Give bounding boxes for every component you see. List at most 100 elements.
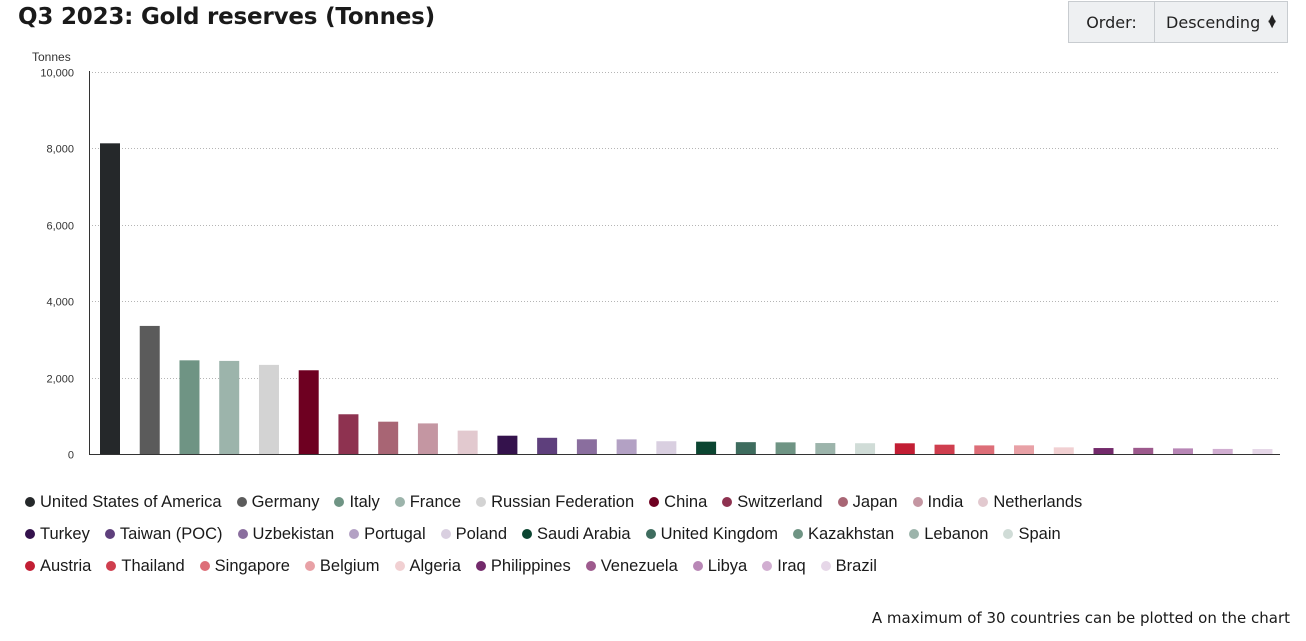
bar-iraq[interactable] bbox=[1212, 448, 1233, 454]
legend-label: Brazil bbox=[835, 556, 877, 575]
legend-item[interactable]: Belgium bbox=[304, 557, 380, 576]
legend-item[interactable]: Libya bbox=[692, 557, 747, 576]
legend-label: Philippines bbox=[490, 556, 571, 575]
legend-label: Uzbekistan bbox=[252, 524, 335, 543]
legend-label: Japan bbox=[852, 492, 898, 511]
legend-label: Algeria bbox=[409, 556, 461, 575]
legend-swatch bbox=[837, 497, 848, 507]
legend-item[interactable]: France bbox=[394, 493, 461, 512]
bar-netherlands[interactable] bbox=[457, 430, 478, 454]
legend-label: Russian Federation bbox=[491, 492, 635, 511]
bar-spain[interactable] bbox=[855, 443, 876, 454]
legend-swatch bbox=[475, 561, 486, 571]
bar-saudi-arabia[interactable] bbox=[696, 441, 717, 454]
legend-item[interactable]: Singapore bbox=[199, 556, 290, 576]
bar-germany[interactable] bbox=[139, 325, 160, 454]
bar-russian-federation[interactable] bbox=[258, 364, 279, 454]
legend-item[interactable]: Spain bbox=[1003, 525, 1061, 544]
order-select[interactable]: Descending ▲ ▼ bbox=[1155, 2, 1287, 42]
bar-united-states-of-america[interactable] bbox=[100, 143, 120, 454]
y-axis-title: Tonnes bbox=[32, 50, 71, 64]
bar-switzerland[interactable] bbox=[338, 414, 359, 454]
legend: United States of America Germany Italy Fran… bbox=[25, 486, 1295, 582]
bar-uzbekistan[interactable] bbox=[576, 439, 597, 454]
legend-row: United States of America Germany Italy Fran… bbox=[25, 486, 1295, 518]
legend-item[interactable]: Italy bbox=[334, 492, 380, 512]
legend-item[interactable]: Philippines bbox=[475, 556, 571, 576]
legend-item[interactable]: Venezuela bbox=[585, 557, 678, 576]
order-label: Order: bbox=[1069, 2, 1155, 42]
bar-taiwan-poc[interactable] bbox=[537, 437, 558, 454]
legend-label: Singapore bbox=[214, 556, 290, 575]
bar-venezuela[interactable] bbox=[1133, 447, 1154, 454]
y-tick-label: 10,000 bbox=[40, 68, 74, 80]
legend-item[interactable]: Switzerland bbox=[722, 492, 823, 512]
legend-swatch bbox=[692, 561, 703, 571]
legend-swatch bbox=[349, 529, 360, 539]
bar-thailand[interactable] bbox=[934, 444, 955, 454]
bar-austria[interactable] bbox=[894, 443, 915, 454]
bar-japan[interactable] bbox=[378, 421, 399, 454]
legend-item[interactable]: Portugal bbox=[349, 524, 426, 544]
legend-item[interactable]: Algeria bbox=[394, 556, 461, 576]
y-tick-label: 8,000 bbox=[46, 144, 74, 156]
bar-libya[interactable] bbox=[1172, 448, 1193, 454]
legend-label: China bbox=[664, 492, 708, 511]
legend-item[interactable]: Saudi Arabia bbox=[522, 525, 631, 544]
legend-swatch bbox=[912, 497, 923, 507]
bar-poland[interactable] bbox=[656, 441, 677, 454]
legend-item[interactable]: Brazil bbox=[820, 556, 877, 576]
chart-footnote: A maximum of 30 countries can be plotted… bbox=[871, 609, 1290, 627]
order-control: Order: Descending ▲ ▼ bbox=[1068, 1, 1288, 43]
legend-item[interactable]: Netherlands bbox=[978, 493, 1082, 512]
bar-lebanon[interactable] bbox=[815, 443, 836, 454]
bar-india[interactable] bbox=[417, 423, 438, 454]
legend-item[interactable]: Russian Federation bbox=[476, 493, 634, 512]
legend-label: Portugal bbox=[364, 524, 426, 543]
legend-item[interactable]: United States of America bbox=[25, 493, 222, 512]
legend-item[interactable]: Uzbekistan bbox=[237, 524, 335, 544]
legend-swatch bbox=[304, 561, 315, 571]
legend-item[interactable]: Germany bbox=[236, 493, 319, 512]
y-tick-label: 4,000 bbox=[46, 297, 74, 309]
legend-label: Taiwan (POC) bbox=[119, 524, 223, 543]
legend-swatch bbox=[909, 529, 920, 539]
y-axis-ticks: 0 2,000 4,000 6,000 8,000 10,000 bbox=[40, 68, 74, 462]
legend-item[interactable]: China bbox=[649, 493, 707, 512]
legend-label: Netherlands bbox=[993, 492, 1083, 511]
legend-item[interactable]: Japan bbox=[837, 492, 898, 512]
legend-item[interactable]: Poland bbox=[440, 525, 507, 544]
bar-china[interactable] bbox=[298, 370, 319, 454]
y-tick-label: 6,000 bbox=[46, 221, 74, 233]
legend-item[interactable]: Thailand bbox=[106, 557, 185, 576]
legend-item[interactable]: Austria bbox=[25, 557, 91, 576]
legend-label: Switzerland bbox=[737, 492, 823, 511]
legend-swatch bbox=[334, 497, 345, 507]
bar-brazil[interactable] bbox=[1252, 449, 1273, 454]
bar-kazakhstan[interactable] bbox=[775, 442, 796, 454]
legend-swatch bbox=[25, 561, 35, 571]
bar-portugal[interactable] bbox=[616, 439, 637, 454]
legend-item[interactable]: India bbox=[912, 493, 963, 512]
legend-item[interactable]: Kazakhstan bbox=[793, 525, 894, 544]
bar-turkey[interactable] bbox=[497, 435, 518, 454]
bar-belgium[interactable] bbox=[1014, 445, 1035, 454]
legend-label: Italy bbox=[349, 492, 380, 511]
legend-item[interactable]: Turkey bbox=[25, 525, 90, 544]
legend-swatch bbox=[585, 561, 596, 571]
legend-item[interactable]: Iraq bbox=[762, 557, 806, 576]
legend-swatch bbox=[978, 497, 989, 507]
bar-philippines[interactable] bbox=[1093, 448, 1114, 454]
bar-algeria[interactable] bbox=[1053, 447, 1074, 454]
bar-singapore[interactable] bbox=[974, 445, 995, 454]
legend-row: Austria Thailand Singapore Belgium Algeria Ph… bbox=[25, 550, 1295, 582]
bar-united-kingdom[interactable] bbox=[735, 442, 756, 454]
sort-arrows-icon: ▲ ▼ bbox=[1268, 13, 1276, 30]
legend-item[interactable]: Taiwan (POC) bbox=[104, 524, 223, 544]
bar-italy[interactable] bbox=[179, 360, 200, 454]
legend-row: Turkey Taiwan (POC) Uzbekistan Portugal Pola… bbox=[25, 518, 1295, 550]
bar-france[interactable] bbox=[219, 360, 240, 454]
bars bbox=[100, 143, 1273, 454]
legend-item[interactable]: Lebanon bbox=[909, 525, 988, 544]
legend-item[interactable]: United Kingdom bbox=[645, 525, 778, 544]
